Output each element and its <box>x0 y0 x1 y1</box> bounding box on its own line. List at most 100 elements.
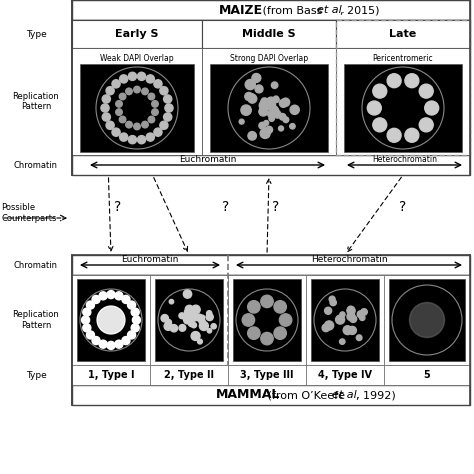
Bar <box>228 365 306 385</box>
Bar <box>155 279 223 361</box>
Circle shape <box>387 128 401 142</box>
Circle shape <box>405 128 419 142</box>
Circle shape <box>336 315 345 324</box>
Circle shape <box>86 301 94 309</box>
Circle shape <box>279 113 286 120</box>
Text: et al.: et al. <box>317 5 345 15</box>
Text: ?: ? <box>400 200 407 214</box>
Circle shape <box>283 117 289 123</box>
Circle shape <box>279 314 292 326</box>
Bar <box>72 275 150 365</box>
Circle shape <box>329 296 335 302</box>
Circle shape <box>107 291 115 299</box>
Circle shape <box>122 295 130 303</box>
Bar <box>336 20 470 155</box>
Circle shape <box>325 321 334 330</box>
Circle shape <box>373 84 387 98</box>
Circle shape <box>347 312 355 320</box>
Circle shape <box>269 116 274 121</box>
Circle shape <box>330 299 337 306</box>
Text: Chromatin: Chromatin <box>14 261 58 270</box>
Circle shape <box>248 132 256 140</box>
Circle shape <box>142 121 148 128</box>
Circle shape <box>274 301 286 313</box>
Circle shape <box>146 133 155 141</box>
Text: Heterochromatin: Heterochromatin <box>372 155 437 164</box>
Circle shape <box>199 319 205 325</box>
Circle shape <box>92 337 100 345</box>
Text: Middle S: Middle S <box>242 29 296 39</box>
Circle shape <box>179 313 185 319</box>
Bar <box>311 279 379 361</box>
Circle shape <box>191 305 200 314</box>
Circle shape <box>245 80 255 90</box>
Text: ?: ? <box>114 200 121 214</box>
Circle shape <box>419 118 433 132</box>
Circle shape <box>106 87 114 95</box>
Circle shape <box>261 98 268 105</box>
Text: Replication
Pattern: Replication Pattern <box>13 92 59 111</box>
Bar <box>306 365 384 385</box>
Circle shape <box>405 74 419 88</box>
Circle shape <box>115 292 123 300</box>
Circle shape <box>265 126 273 133</box>
Circle shape <box>131 324 139 332</box>
Circle shape <box>188 320 194 327</box>
Bar <box>72 155 470 175</box>
Text: et al.: et al. <box>332 390 360 400</box>
Circle shape <box>272 82 278 89</box>
Circle shape <box>425 101 438 115</box>
Circle shape <box>192 332 200 339</box>
Circle shape <box>192 310 198 315</box>
Circle shape <box>99 292 107 300</box>
Text: Type: Type <box>26 29 46 38</box>
Circle shape <box>200 315 205 320</box>
Circle shape <box>245 92 253 100</box>
Text: 4, Type IV: 4, Type IV <box>318 370 372 380</box>
Circle shape <box>184 309 190 315</box>
Circle shape <box>160 87 168 95</box>
Circle shape <box>348 327 356 335</box>
Circle shape <box>255 85 263 93</box>
Circle shape <box>128 331 136 339</box>
Circle shape <box>131 308 139 316</box>
Circle shape <box>83 324 91 332</box>
Circle shape <box>134 86 140 93</box>
Circle shape <box>260 128 270 138</box>
Bar <box>72 20 470 48</box>
Circle shape <box>128 301 136 309</box>
Circle shape <box>112 128 120 136</box>
Circle shape <box>259 122 265 129</box>
Bar <box>210 64 328 152</box>
Bar <box>72 365 150 385</box>
Circle shape <box>247 327 260 339</box>
Circle shape <box>207 310 212 316</box>
Circle shape <box>183 290 191 298</box>
Circle shape <box>268 110 275 118</box>
Text: Possible: Possible <box>1 202 35 211</box>
Circle shape <box>252 73 261 82</box>
Circle shape <box>137 72 146 81</box>
Circle shape <box>179 325 186 331</box>
Text: Early S: Early S <box>115 29 159 39</box>
Text: Weak DAPI Overlap: Weak DAPI Overlap <box>100 54 174 63</box>
Bar <box>72 0 470 20</box>
Circle shape <box>169 300 173 304</box>
Circle shape <box>271 106 278 113</box>
Circle shape <box>259 100 270 111</box>
Circle shape <box>164 113 172 121</box>
Text: , 1992): , 1992) <box>356 390 396 400</box>
Text: (from Bass: (from Bass <box>259 5 326 15</box>
Circle shape <box>373 118 387 132</box>
Circle shape <box>122 337 130 345</box>
Circle shape <box>97 306 125 334</box>
Text: Type: Type <box>26 371 46 380</box>
Circle shape <box>206 313 213 320</box>
Circle shape <box>182 314 190 321</box>
Circle shape <box>419 84 433 98</box>
Text: 2, Type II: 2, Type II <box>164 370 214 380</box>
Text: (from O’Keefe: (from O’Keefe <box>264 390 348 400</box>
Circle shape <box>273 96 279 101</box>
Circle shape <box>356 335 362 340</box>
Circle shape <box>261 295 273 308</box>
